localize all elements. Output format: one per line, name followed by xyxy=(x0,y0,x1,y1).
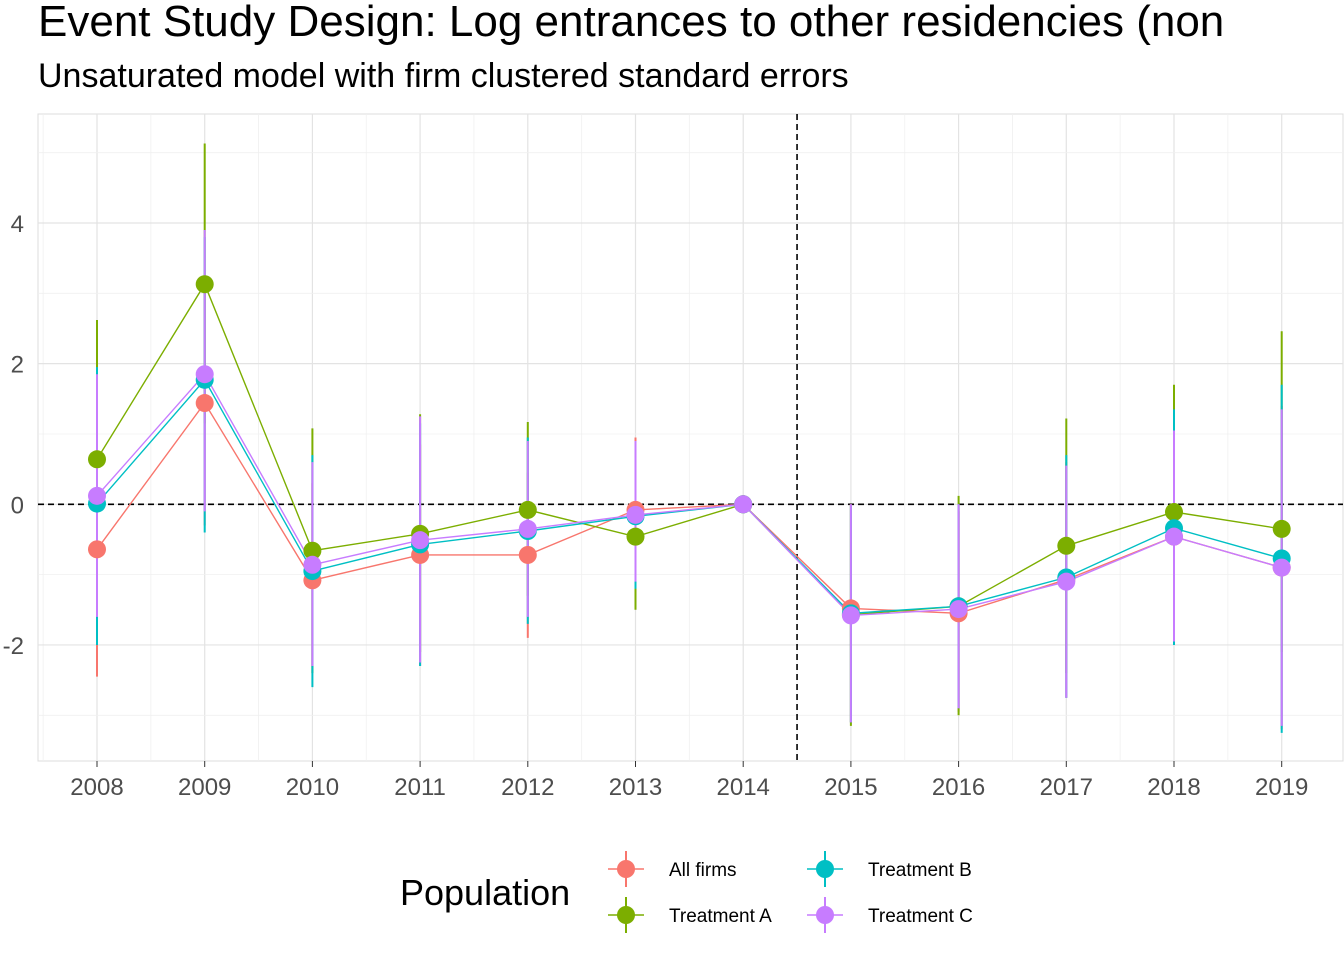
point-treatment-c xyxy=(734,495,753,514)
x-tick-label: 2008 xyxy=(70,774,123,801)
x-tick-label: 2013 xyxy=(609,774,662,801)
legend-key-point xyxy=(816,860,834,878)
grid-layer xyxy=(38,114,1343,761)
x-tick-label: 2010 xyxy=(286,774,339,801)
point-treatment-c xyxy=(841,606,860,625)
legend-item-treatment-c: Treatment C xyxy=(807,897,973,933)
x-tick-label: 2011 xyxy=(394,774,446,801)
point-treatment-c xyxy=(949,600,968,619)
x-tick-label: 2017 xyxy=(1040,774,1093,801)
y-tick-label: 4 xyxy=(11,211,24,238)
legend-key-point xyxy=(617,860,635,878)
point-treatment-c xyxy=(88,486,106,505)
y-tick-label: 0 xyxy=(11,492,24,519)
series-line-treatment-c xyxy=(96,373,1282,617)
x-tick-label: 2016 xyxy=(932,774,985,801)
legend-title: Population xyxy=(400,872,570,913)
legend-label: Treatment C xyxy=(868,906,973,927)
point-treatment-a xyxy=(88,450,106,469)
series-points xyxy=(88,275,1291,625)
point-treatment-c xyxy=(1057,572,1076,591)
legend-item-treatment-b: Treatment B xyxy=(807,851,972,887)
legend-label: Treatment A xyxy=(669,906,772,927)
point-treatment-c xyxy=(626,505,645,524)
legend-label: Treatment B xyxy=(868,860,972,881)
x-tick-label: 2018 xyxy=(1147,774,1200,801)
point-treatment-a xyxy=(1165,503,1183,522)
series-line-all-firms xyxy=(96,401,1282,615)
chart-title: Event Study Design: Log entrances to oth… xyxy=(38,0,1225,46)
y-tick-label: -2 xyxy=(3,633,24,660)
legend-key-point xyxy=(617,906,635,924)
point-treatment-a xyxy=(303,541,322,560)
point-treatment-c xyxy=(518,519,537,538)
point-all-firms xyxy=(518,545,537,564)
legend-item-treatment-a: Treatment A xyxy=(608,897,772,933)
x-tick-label: 2015 xyxy=(824,774,877,801)
reference-lines xyxy=(38,114,1343,761)
x-tick-label: 2019 xyxy=(1255,774,1308,801)
axis-labels: 2008 2009 2010 2011 2012 2013 2014 2015 2016 2017… xyxy=(3,211,1309,801)
point-treatment-a xyxy=(1057,536,1076,555)
point-treatment-a xyxy=(195,275,214,294)
series-line-treatment-a xyxy=(96,282,1282,616)
point-treatment-c xyxy=(1165,527,1183,546)
point-all-firms xyxy=(88,540,106,559)
legend: Population All firms Treatment A Treatment … xyxy=(400,851,973,933)
legend-item-all-firms: All firms xyxy=(608,851,737,887)
point-treatment-c xyxy=(1272,558,1291,577)
x-tick-label: 2012 xyxy=(501,774,554,801)
point-all-firms xyxy=(195,394,214,413)
y-tick-label: 2 xyxy=(11,352,24,379)
legend-label: All firms xyxy=(669,860,737,881)
x-tick-label: 2009 xyxy=(178,774,231,801)
series-lines xyxy=(96,282,1282,617)
point-treatment-c xyxy=(411,531,430,550)
point-treatment-c xyxy=(195,365,214,384)
plot-panel-border xyxy=(37,113,1344,762)
x-tick-label: 2014 xyxy=(717,774,770,801)
point-treatment-a xyxy=(1272,519,1291,538)
point-treatment-a xyxy=(626,527,645,546)
chart-subtitle: Unsaturated model with firm clustered st… xyxy=(38,57,849,95)
point-treatment-c xyxy=(303,555,322,574)
point-treatment-a xyxy=(518,500,537,519)
legend-key-point xyxy=(816,906,834,924)
